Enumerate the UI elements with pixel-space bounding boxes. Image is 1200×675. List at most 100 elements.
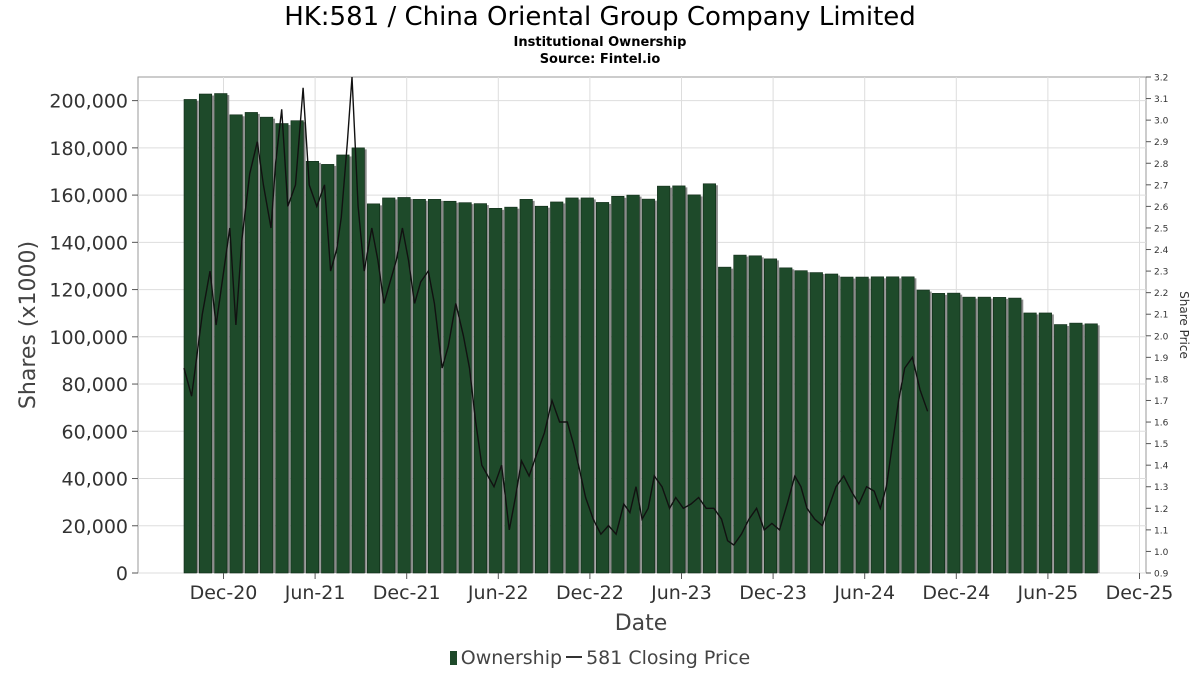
ownership-bar	[1069, 322, 1083, 574]
legend-price-swatch	[566, 656, 583, 658]
ownership-bar	[809, 272, 823, 574]
y-tick-label: 200,000	[49, 91, 128, 113]
ownership-bar	[916, 289, 930, 574]
y2-tick-label: 1.2	[1154, 505, 1168, 515]
y2-tick-label: 3.2	[1154, 74, 1168, 84]
ownership-bar	[748, 255, 762, 574]
y-tick-label: 20,000	[62, 516, 128, 538]
y2-tick-label: 2.2	[1154, 289, 1168, 299]
y2-tick-label: 2.3	[1154, 268, 1168, 278]
ownership-bar	[595, 202, 610, 574]
ownership-bar	[397, 197, 411, 574]
y-tick-label: 80,000	[62, 374, 128, 396]
ownership-bar	[840, 276, 854, 574]
chart-title: HK:581 / China Oriental Group Company Li…	[284, 2, 916, 32]
ownership-bar	[351, 147, 365, 574]
x-axis-label: Date	[615, 611, 668, 636]
ownership-bar	[825, 273, 839, 574]
ownership-bar	[870, 276, 884, 574]
y2-tick-label: 2.8	[1154, 160, 1169, 170]
y2-tick-label: 1.7	[1154, 397, 1168, 407]
ownership-bar	[993, 297, 1007, 574]
ownership-bar	[901, 276, 915, 574]
y2-tick-label: 2.0	[1154, 332, 1169, 342]
y-tick-label: 180,000	[49, 138, 128, 160]
ownership-bar	[1008, 297, 1022, 574]
ownership-bars	[183, 93, 1100, 574]
ownership-bar	[290, 120, 304, 574]
x-tick-label: Dec-23	[739, 582, 807, 604]
y2-tick-label: 1.8	[1154, 375, 1169, 385]
ownership-bar	[718, 266, 732, 574]
y2-tick-label: 1.4	[1154, 462, 1169, 472]
y2-tick-label: 1.3	[1154, 483, 1168, 493]
ownership-bar	[260, 116, 274, 574]
ownership-bar	[305, 161, 319, 574]
ownership-bar	[1054, 324, 1068, 574]
ownership-bar	[763, 258, 778, 574]
ownership-bar	[702, 183, 716, 574]
y2-tick-label: 3.0	[1154, 117, 1169, 127]
x-tick-label: Jun-22	[467, 582, 529, 604]
y2-tick-label: 0.9	[1154, 570, 1169, 580]
y-tick-label: 140,000	[49, 232, 128, 254]
ownership-bar	[779, 267, 793, 574]
x-tick-label: Jun-24	[833, 582, 895, 604]
x-tick-label: Jun-23	[650, 582, 712, 604]
axes: 0 20,000 40,000 60,000 80,000 100,000 120,000 1…	[49, 74, 1173, 605]
ownership-bar	[458, 202, 472, 574]
ownership-bar	[565, 197, 579, 574]
legend-ownership-label: Ownership	[460, 647, 563, 669]
ownership-bar	[672, 185, 686, 574]
x-tick-label: Jun-25	[1017, 582, 1079, 604]
ownership-bar	[641, 198, 655, 574]
y-axis-label: Shares (x1000)	[16, 241, 41, 409]
y-tick-label: 0	[116, 563, 128, 585]
ownership-bar	[519, 199, 533, 574]
chart-source: Source: Fintel.io	[539, 52, 661, 67]
ownership-bar	[962, 296, 976, 574]
x-tick-label: Dec-24	[922, 582, 990, 604]
legend: Ownership 581 Closing Price	[0, 647, 1200, 669]
y2-tick-label: 2.5	[1154, 224, 1168, 234]
ownership-bar	[1038, 312, 1052, 574]
ownership-chart: 0 20,000 40,000 60,000 80,000 100,000 120,000 1…	[16, 74, 1191, 637]
ownership-bar	[443, 200, 457, 574]
y-tick-label: 40,000	[62, 469, 128, 491]
ownership-bar	[275, 123, 289, 574]
y2-tick-label: 1.1	[1154, 526, 1168, 536]
y-tick-label: 120,000	[49, 280, 128, 302]
ownership-bar	[550, 201, 564, 574]
y2-tick-label: 2.9	[1154, 138, 1169, 148]
y2-tick-label: 1.0	[1154, 548, 1169, 558]
ownership-bar	[198, 93, 213, 574]
ownership-bar	[977, 296, 991, 574]
ownership-bar	[947, 292, 961, 574]
y-tick-label: 60,000	[62, 421, 128, 443]
price-line	[183, 76, 929, 546]
legend-ownership-swatch	[449, 651, 457, 665]
legend-price-label: 581 Closing Price	[586, 647, 751, 669]
ownership-bar	[504, 206, 518, 574]
ownership-bar	[611, 195, 625, 574]
ownership-bar	[687, 194, 701, 574]
ownership-bar	[657, 185, 671, 574]
x-tick-label: Jun-21	[284, 582, 346, 604]
ownership-bar	[428, 199, 442, 574]
x-tick-label: Dec-22	[556, 582, 624, 604]
y2-tick-label: 3.1	[1154, 95, 1168, 105]
x-tick-label: Dec-21	[373, 582, 441, 604]
y2-tick-label: 1.5	[1154, 440, 1168, 450]
y-tick-label: 100,000	[49, 327, 128, 349]
ownership-bar	[794, 270, 808, 574]
y2-tick-label: 2.4	[1154, 246, 1169, 256]
ownership-bar	[214, 93, 228, 574]
x-tick-label: Dec-20	[190, 582, 258, 604]
ownership-bar	[366, 203, 381, 574]
ownership-bar	[382, 197, 396, 574]
y2-tick-label: 1.6	[1154, 419, 1169, 429]
ownership-bar	[183, 99, 197, 574]
x-tick-label: Dec-25	[1106, 582, 1174, 604]
y2-tick-label: 1.9	[1154, 354, 1169, 364]
ownership-bar	[1084, 323, 1098, 574]
